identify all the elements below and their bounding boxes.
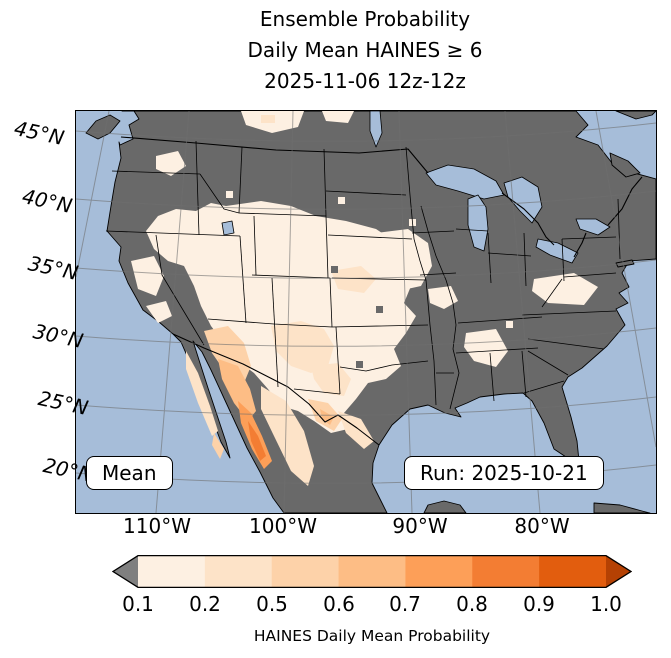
prob-region-high-plains: [271, 321, 334, 373]
cb-tick-6: 0.9: [523, 592, 555, 616]
lake-ontario: [575, 218, 611, 236]
cb-tick-0: 0.1: [122, 592, 154, 616]
prob-region-missouri-east: [428, 286, 458, 309]
cb-tick-5: 0.8: [456, 592, 488, 616]
lake-michig: [467, 194, 489, 252]
parallel-30n: [76, 327, 656, 347]
prob-region-tx-panhandle: [311, 363, 351, 396]
prob-region-nebraska: [331, 266, 376, 293]
parallel-40n: [76, 190, 656, 210]
colorbar-under-arrow: [112, 555, 138, 588]
probability-shading: [131, 111, 598, 486]
prob-region-california-2: [146, 301, 172, 323]
lon-label-100w: 100°W: [249, 514, 317, 538]
prob-region-mexico-interior: [261, 386, 314, 486]
lat-label-35n: 35°N: [26, 251, 81, 285]
conus-map: [76, 111, 656, 513]
vancouver-island: [85, 114, 121, 140]
gridlines: [76, 111, 656, 513]
great-salt-lake: [221, 220, 235, 236]
yucatan: [423, 500, 467, 513]
colorbar-segment-5: [472, 555, 540, 588]
colorbar-segments: [138, 555, 607, 588]
colorbar-segment-1: [204, 555, 273, 588]
nova-scotia: [609, 152, 641, 178]
newfoundland: [615, 111, 656, 120]
prob-region-border-2: [322, 111, 354, 123]
meridian-80w: [504, 111, 541, 513]
lat-label-40n: 40°N: [20, 184, 75, 218]
run-date-annotation-box: Run: 2025-10-21: [404, 456, 604, 490]
lakes: [221, 111, 611, 264]
lon-label-90w: 90°W: [392, 514, 448, 538]
cb-tick-4: 0.7: [389, 592, 421, 616]
us-canada-border: [120, 136, 429, 174]
map-axes: [75, 110, 657, 514]
parallel-35n: [76, 259, 656, 279]
colorbar: [111, 555, 633, 588]
colorbar-over-arrow: [606, 555, 632, 588]
lon-label-80w: 80°W: [514, 514, 570, 538]
colorbar-segment-2: [271, 555, 340, 588]
parallel-25n: [76, 396, 656, 416]
cb-tick-2: 0.5: [256, 592, 288, 616]
meridian-110w: [155, 111, 190, 513]
lon-label-110w: 110°W: [123, 514, 191, 538]
colorbar-segment-4: [405, 555, 473, 588]
prob-region-virginia-carolina: [532, 273, 598, 305]
lake-winnipeg: [369, 111, 383, 148]
state-borders: [105, 140, 621, 410]
prob-region-iowa-missouri: [374, 229, 432, 291]
colorbar-axis-label: HAINES Daily Mean Probability: [253, 627, 491, 645]
parallel-45n: [76, 122, 656, 142]
cb-tick-1: 0.2: [189, 592, 221, 616]
prob-region-baja-tip: [212, 433, 224, 459]
prob-region-big-bend-core: [320, 409, 334, 425]
prob-region-georgia: [464, 329, 508, 367]
colorbar-outline: [111, 555, 633, 588]
prob-region-plains-west: [146, 201, 416, 433]
colorbar-segment-6: [539, 555, 607, 588]
lat-label-45n: 45°N: [12, 116, 67, 150]
meridian-120w: [76, 111, 110, 278]
colorbar-segment-3: [338, 555, 407, 588]
meridian-100w: [283, 111, 294, 513]
title-line-2: Daily Mean HAINES ≥ 6: [247, 38, 483, 62]
prob-region-baja: [186, 351, 218, 436]
cuba: [593, 502, 651, 513]
meridian-70w: [595, 111, 656, 448]
meridian-90w: [398, 111, 413, 513]
prob-region-sinaloa-core: [248, 421, 266, 461]
mean-annotation-box: Mean: [86, 456, 173, 490]
title-line-1: Ensemble Probability: [259, 7, 471, 31]
cb-tick-3: 0.6: [323, 592, 355, 616]
lake-erie: [535, 238, 579, 264]
figure-title: Ensemble Probability Daily Mean HAINES ≥…: [75, 4, 655, 97]
colorbar-segment-0: [138, 555, 206, 588]
prob-region-california-1: [131, 256, 164, 296]
us-mexico-border: [172, 333, 380, 446]
cb-tick-7: 1.0: [590, 592, 622, 616]
prob-region-sonora: [218, 359, 256, 421]
prob-region-pnw: [156, 151, 186, 176]
title-line-3: 2025-11-06 12z-12z: [264, 69, 466, 93]
